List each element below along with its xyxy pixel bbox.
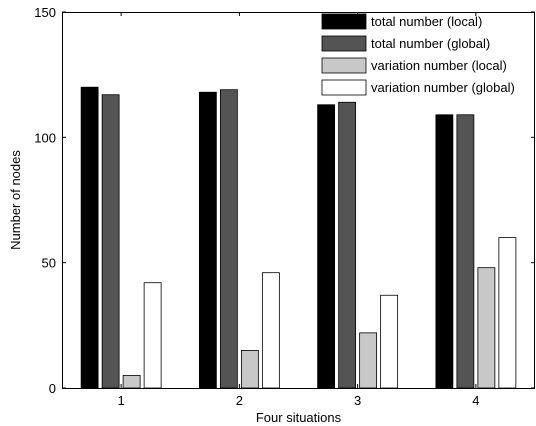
axis-ticks: 1 2 3 4 0 50 100 150 bbox=[34, 5, 535, 408]
legend-label: total number (global) bbox=[371, 36, 490, 51]
bar-series2-cat4 bbox=[456, 114, 475, 389]
bars-group bbox=[80, 86, 517, 389]
y-tick-label: 100 bbox=[34, 130, 56, 145]
bar-series2-cat1 bbox=[101, 94, 120, 389]
bar-series4-cat2 bbox=[261, 272, 280, 389]
bar-series3-cat3 bbox=[359, 332, 378, 389]
y-tick-label: 0 bbox=[49, 381, 56, 396]
bar-series2-cat2 bbox=[219, 89, 238, 389]
bar-series4-cat4 bbox=[498, 237, 517, 389]
y-tick-label: 150 bbox=[34, 5, 56, 20]
legend-swatch-series3 bbox=[321, 57, 367, 74]
bar-series1-cat4 bbox=[435, 114, 454, 389]
bar-series1-cat3 bbox=[317, 104, 336, 389]
x-tick-label: 3 bbox=[354, 393, 361, 408]
plot-area-frame bbox=[62, 12, 535, 389]
bar-series3-cat2 bbox=[240, 349, 259, 389]
x-axis-label: Four situations bbox=[256, 410, 342, 425]
legend-label: variation number (global) bbox=[371, 80, 515, 95]
legend-swatch-series4 bbox=[321, 79, 367, 96]
bar-series3-cat4 bbox=[477, 267, 496, 389]
legend: total number (local) total number (global… bbox=[321, 13, 515, 96]
bar-series1-cat1 bbox=[80, 86, 99, 389]
x-tick-label: 2 bbox=[236, 393, 243, 408]
legend-swatch-series2 bbox=[321, 35, 367, 52]
legend-label: variation number (local) bbox=[371, 58, 507, 73]
x-tick-label: 4 bbox=[472, 393, 479, 408]
bar-series2-cat3 bbox=[338, 101, 357, 389]
legend-label: total number (local) bbox=[371, 14, 482, 29]
bar-series1-cat2 bbox=[198, 91, 217, 389]
x-tick-label: 1 bbox=[118, 393, 125, 408]
bar-series4-cat3 bbox=[380, 294, 399, 389]
bar-series4-cat1 bbox=[143, 282, 162, 389]
bar-series3-cat1 bbox=[122, 375, 141, 389]
y-tick-label: 50 bbox=[42, 256, 56, 271]
legend-swatch-series1 bbox=[321, 13, 367, 30]
y-axis-label: Number of nodes bbox=[8, 150, 23, 250]
